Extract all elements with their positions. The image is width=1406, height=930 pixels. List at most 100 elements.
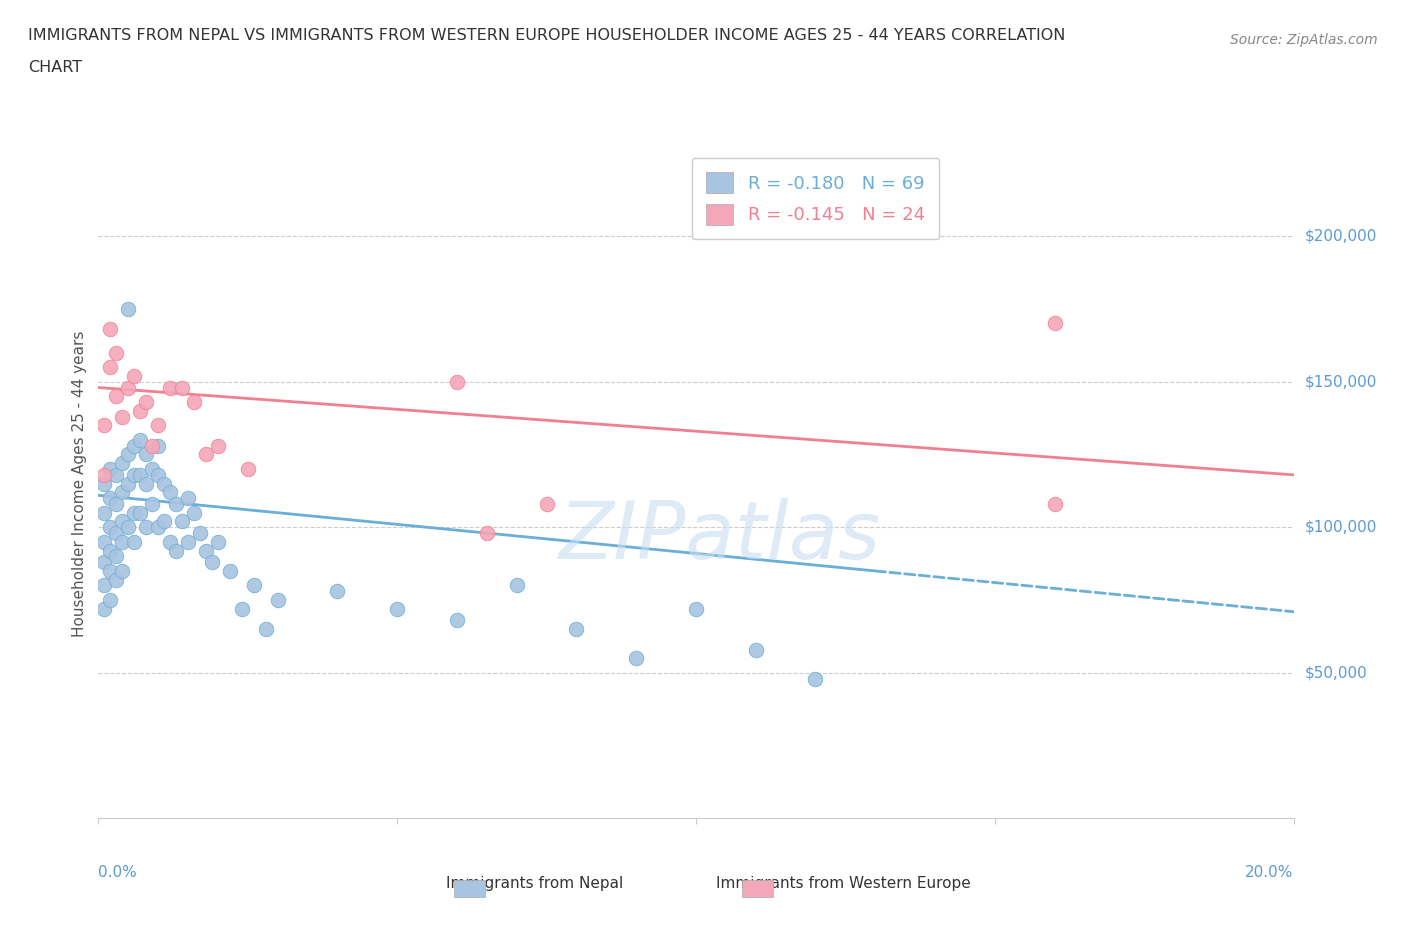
Point	[93, 535, 115, 550]
Point	[1043, 497, 1066, 512]
Point	[153, 476, 176, 491]
Point	[105, 525, 128, 540]
Point	[135, 520, 157, 535]
Text: 20.0%: 20.0%	[1246, 865, 1294, 881]
Point	[105, 468, 128, 483]
Point	[111, 564, 134, 578]
Point	[153, 514, 176, 529]
Point	[105, 389, 128, 404]
Legend: R = -0.180   N = 69, R = -0.145   N = 24: R = -0.180 N = 69, R = -0.145 N = 24	[692, 158, 939, 239]
Point	[148, 418, 170, 432]
Point	[105, 497, 128, 512]
Y-axis label: Householder Income Ages 25 - 44 years: Householder Income Ages 25 - 44 years	[72, 330, 87, 637]
Point	[129, 432, 152, 447]
Text: $150,000: $150,000	[1305, 374, 1376, 389]
Point	[105, 572, 128, 587]
Point	[117, 380, 139, 395]
Point	[194, 543, 218, 558]
Text: Source: ZipAtlas.com: Source: ZipAtlas.com	[1230, 33, 1378, 46]
Point	[207, 438, 229, 453]
Point	[129, 505, 152, 520]
Point	[117, 520, 139, 535]
Point	[141, 461, 163, 476]
Point	[117, 476, 139, 491]
Point	[159, 535, 181, 550]
Point	[236, 461, 259, 476]
Point	[124, 535, 146, 550]
Text: ZIPatlas: ZIPatlas	[558, 498, 882, 577]
Point	[148, 520, 170, 535]
Point	[93, 505, 115, 520]
Point	[685, 602, 707, 617]
Point	[177, 491, 200, 506]
Point	[98, 461, 122, 476]
Text: $200,000: $200,000	[1305, 229, 1376, 244]
Point	[111, 485, 134, 499]
Text: Immigrants from Western Europe: Immigrants from Western Europe	[716, 876, 972, 891]
Text: 0.0%: 0.0%	[98, 865, 138, 881]
Point	[183, 394, 205, 409]
Point	[475, 525, 498, 540]
Point	[207, 535, 229, 550]
Point	[141, 497, 163, 512]
Point	[111, 456, 134, 471]
Point	[105, 549, 128, 564]
Point	[565, 622, 588, 637]
Point	[124, 505, 146, 520]
Point	[93, 602, 115, 617]
Point	[111, 535, 134, 550]
Point	[117, 447, 139, 462]
Point	[98, 322, 122, 337]
Point	[129, 468, 152, 483]
Point	[165, 497, 187, 512]
Point	[183, 505, 205, 520]
Point	[219, 564, 242, 578]
Text: $50,000: $50,000	[1305, 665, 1368, 681]
Point	[159, 380, 181, 395]
Point	[124, 468, 146, 483]
Point	[446, 374, 468, 389]
Point	[98, 543, 122, 558]
Point	[446, 613, 468, 628]
Point	[536, 497, 558, 512]
Point	[506, 578, 529, 593]
Point	[93, 555, 115, 570]
Point	[98, 520, 122, 535]
Point	[135, 476, 157, 491]
Point	[93, 578, 115, 593]
Point	[135, 394, 157, 409]
Text: Immigrants from Nepal: Immigrants from Nepal	[446, 876, 623, 891]
Point	[93, 476, 115, 491]
Point	[141, 438, 163, 453]
Point	[177, 535, 200, 550]
Point	[111, 409, 134, 424]
Point	[1043, 316, 1066, 331]
Point	[172, 380, 194, 395]
Point	[188, 525, 211, 540]
Point	[194, 447, 218, 462]
Point	[148, 468, 170, 483]
Point	[254, 622, 277, 637]
Point	[243, 578, 266, 593]
Point	[129, 404, 152, 418]
Text: $100,000: $100,000	[1305, 520, 1376, 535]
Point	[267, 592, 290, 607]
Point	[124, 368, 146, 383]
Point	[117, 301, 139, 316]
Point	[98, 360, 122, 375]
Point	[165, 543, 187, 558]
Point	[804, 671, 827, 686]
Point	[148, 438, 170, 453]
Point	[326, 584, 349, 599]
Point	[745, 642, 768, 657]
Point	[124, 438, 146, 453]
Text: CHART: CHART	[28, 60, 82, 75]
Point	[98, 592, 122, 607]
Point	[201, 555, 224, 570]
Point	[624, 651, 647, 666]
Point	[98, 564, 122, 578]
Point	[93, 468, 115, 483]
Text: IMMIGRANTS FROM NEPAL VS IMMIGRANTS FROM WESTERN EUROPE HOUSEHOLDER INCOME AGES : IMMIGRANTS FROM NEPAL VS IMMIGRANTS FROM…	[28, 28, 1066, 43]
Point	[98, 491, 122, 506]
Point	[135, 447, 157, 462]
